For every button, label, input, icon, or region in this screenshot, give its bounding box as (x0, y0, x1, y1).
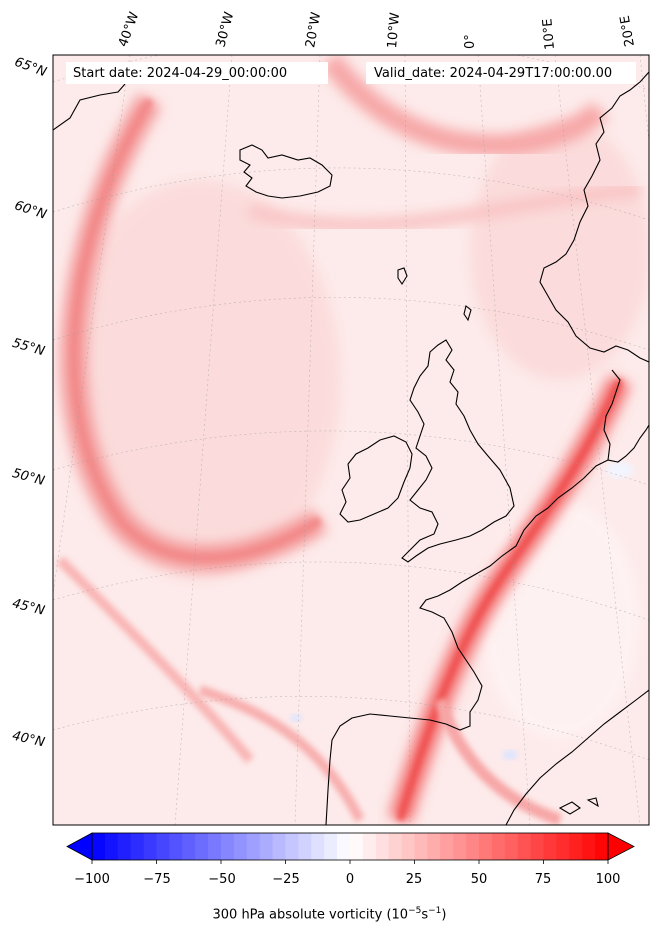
start-date-box (66, 62, 328, 84)
colorbar-segment (169, 833, 183, 860)
colorbar-segment (208, 833, 222, 860)
cbar-tick-label: 100 (595, 872, 621, 887)
ireland (339, 435, 413, 523)
colorbar-title-prefix: 300 hPa absolute vorticity (10 (212, 907, 409, 923)
colorbar-segment (595, 833, 609, 860)
colorbar-segment (556, 833, 570, 860)
colorbar-segment (298, 833, 312, 860)
colorbar-segment (337, 833, 351, 860)
colorbar-segment (195, 833, 209, 860)
colorbar-segment (517, 833, 532, 860)
colorbar-segment (156, 833, 170, 860)
colorbar-segment (104, 833, 119, 860)
colorbar-segment (466, 833, 480, 860)
colorbar-segment (453, 833, 467, 860)
colorbar-segment (543, 833, 557, 860)
cbar-tick-label: −50 (208, 872, 236, 887)
iceland (239, 144, 333, 199)
colorbar-segment (388, 833, 403, 860)
denmark (603, 369, 649, 463)
colorbar-segment (569, 833, 583, 860)
colorbar-title-mid: s (421, 907, 429, 923)
vorticity-field (53, 55, 649, 825)
colorbar-title: 300 hPa absolute vorticity (10−5s−1) (0, 906, 659, 922)
colorbar-segment (272, 833, 286, 860)
colorbar-segment (92, 833, 106, 860)
colorbar-segment (479, 833, 493, 860)
colorbar-segment (285, 833, 299, 860)
colorbar-segment (350, 833, 364, 860)
cbar-tick-label: −25 (272, 872, 300, 887)
colorbar-segment (375, 833, 390, 860)
colorbar-segment (182, 833, 196, 860)
lon-label-10e: 10°E (540, 17, 558, 51)
lon-label-0: 0° (463, 34, 478, 49)
start-date: Start date: 2024-04-29_00:00:00 (73, 66, 288, 81)
colorbar-segment (143, 833, 157, 860)
colorbar-max-extension (607, 832, 635, 861)
lon-label-10w: 10°W (385, 11, 404, 49)
colorbar-segment (401, 833, 415, 860)
colorbar-segment (440, 833, 454, 860)
colorbar-segment (324, 833, 338, 860)
valid-date-box (366, 62, 636, 84)
coastlines (53, 71, 649, 825)
great-britain (401, 339, 515, 563)
colorbar-title-exp1: −5 (408, 906, 422, 916)
colorbar-segment (427, 833, 441, 860)
colorbar-title-suffix: ) (441, 907, 447, 923)
colorbar-segment (221, 833, 235, 860)
colorbar-segment (504, 833, 519, 860)
colorbar-segment (259, 833, 274, 860)
norway-coast (539, 71, 649, 363)
colorbar-title-exp2: −1 (428, 906, 442, 916)
graticule (53, 55, 649, 825)
colorbar-segment (311, 833, 325, 860)
cbar-tick-label: 25 (405, 872, 423, 887)
colorbar-segment (362, 833, 377, 860)
continental-coast (325, 459, 609, 825)
colorbar-segment (491, 833, 506, 860)
colorbar-segment (233, 833, 248, 860)
colorbar-segment (117, 833, 132, 860)
colorbar-segment (246, 833, 261, 860)
colorbar-segment (130, 833, 145, 860)
cbar-tick-label: −75 (143, 872, 171, 887)
cbar-tick-label: 75 (534, 872, 552, 887)
colorbar-min-extension (66, 832, 93, 861)
colorbar-segment (414, 833, 428, 860)
colorbar (66, 832, 635, 864)
map-frame (52, 54, 650, 826)
mediterranean-coast (505, 689, 649, 825)
cbar-tick-label: 0 (345, 872, 355, 887)
colorbar-segment (582, 833, 596, 860)
cbar-tick-label: −100 (74, 872, 110, 887)
colorbar-segment (530, 833, 544, 860)
valid-date: Valid_date: 2024-04-29T17:00:00.00 (374, 66, 613, 81)
cbar-tick-label: 50 (470, 872, 488, 887)
